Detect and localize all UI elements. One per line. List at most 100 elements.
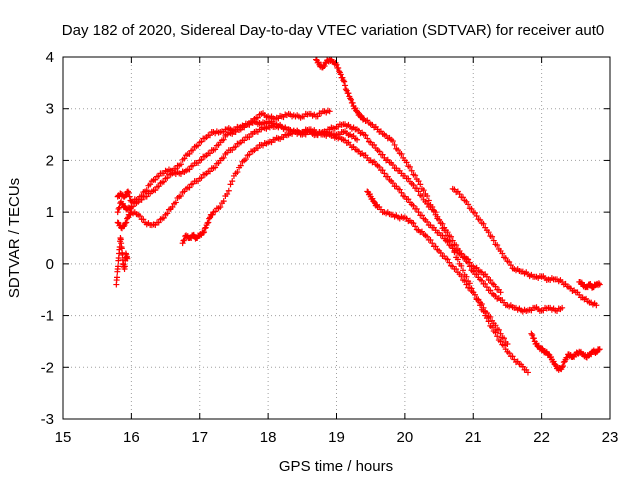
data-point xyxy=(418,193,425,200)
data-point xyxy=(408,167,415,174)
data-point xyxy=(432,243,439,250)
data-point xyxy=(595,346,602,353)
data-point xyxy=(458,273,465,280)
data-point xyxy=(529,331,536,338)
data-point xyxy=(155,219,162,226)
data-point xyxy=(241,124,248,131)
data-point xyxy=(342,86,349,93)
series-track-1 xyxy=(114,107,333,205)
data-point xyxy=(335,65,342,72)
data-point xyxy=(164,210,171,217)
x-tick-label: 21 xyxy=(465,429,482,446)
data-point xyxy=(432,209,439,216)
data-point xyxy=(395,147,402,154)
data-point xyxy=(201,225,208,232)
data-point xyxy=(186,184,193,191)
data-point xyxy=(143,193,150,200)
data-point xyxy=(147,181,154,188)
data-point xyxy=(364,135,371,142)
data-point xyxy=(494,242,501,249)
data-point xyxy=(241,137,248,144)
data-point xyxy=(220,136,227,143)
data-point xyxy=(220,154,227,161)
data-point xyxy=(379,151,386,158)
data-point xyxy=(478,300,485,307)
data-point xyxy=(398,151,405,158)
data-point xyxy=(410,220,417,227)
data-point xyxy=(415,188,422,195)
data-point xyxy=(124,215,131,222)
y-tick-label: -2 xyxy=(41,359,54,376)
data-point xyxy=(348,96,355,103)
data-point xyxy=(559,304,566,311)
data-point xyxy=(207,168,214,175)
data-point xyxy=(205,219,212,226)
data-point xyxy=(254,145,261,152)
data-point xyxy=(446,259,453,266)
data-point xyxy=(371,198,378,205)
data-point xyxy=(164,174,171,181)
data-point xyxy=(349,99,356,106)
data-point xyxy=(224,191,231,198)
data-point xyxy=(115,205,122,212)
data-point xyxy=(177,192,184,199)
data-point xyxy=(490,237,497,244)
y-tick-label: 4 xyxy=(46,49,54,66)
data-point xyxy=(465,256,472,263)
data-point xyxy=(116,204,123,211)
data-point xyxy=(152,187,159,194)
data-point xyxy=(480,220,487,227)
data-point xyxy=(487,313,494,320)
data-point xyxy=(417,181,424,188)
data-point xyxy=(487,277,494,284)
data-point xyxy=(403,159,410,166)
data-point xyxy=(152,176,159,183)
x-tick-label: 18 xyxy=(260,429,277,446)
data-point xyxy=(398,189,405,196)
data-point xyxy=(314,113,321,120)
data-point xyxy=(181,155,188,162)
data-point xyxy=(489,324,496,331)
data-point xyxy=(136,213,143,220)
y-axis-label: SDTVAR / TECUs xyxy=(6,178,23,298)
x-tick-label: 22 xyxy=(533,429,550,446)
series-track-2 xyxy=(114,118,566,315)
data-point xyxy=(483,273,490,280)
data-point xyxy=(354,108,361,115)
data-point xyxy=(413,185,420,192)
data-point xyxy=(494,333,501,340)
data-point xyxy=(453,242,460,249)
data-point xyxy=(446,238,453,245)
data-point xyxy=(407,163,414,170)
data-point xyxy=(347,95,354,102)
data-point xyxy=(123,219,130,226)
data-point xyxy=(436,216,443,223)
data-point xyxy=(207,132,214,139)
data-point xyxy=(212,164,219,171)
data-point xyxy=(559,362,566,369)
data-point xyxy=(172,199,179,206)
data-point xyxy=(379,167,386,174)
y-tick-label: -3 xyxy=(41,411,54,428)
data-point xyxy=(478,277,485,284)
data-point xyxy=(376,148,383,155)
data-point xyxy=(160,214,167,221)
data-point xyxy=(483,284,490,291)
data-point xyxy=(121,263,128,270)
data-point xyxy=(405,196,412,203)
data-point xyxy=(198,138,205,145)
data-point xyxy=(424,200,431,207)
data-point xyxy=(206,215,213,222)
data-point xyxy=(449,237,456,244)
data-point xyxy=(501,342,508,349)
data-point xyxy=(207,150,214,157)
data-point xyxy=(246,151,253,158)
data-point xyxy=(412,223,419,230)
data-point xyxy=(336,68,343,75)
data-point xyxy=(499,250,506,257)
data-point xyxy=(212,146,219,153)
data-point xyxy=(596,346,603,353)
data-point xyxy=(418,212,425,219)
